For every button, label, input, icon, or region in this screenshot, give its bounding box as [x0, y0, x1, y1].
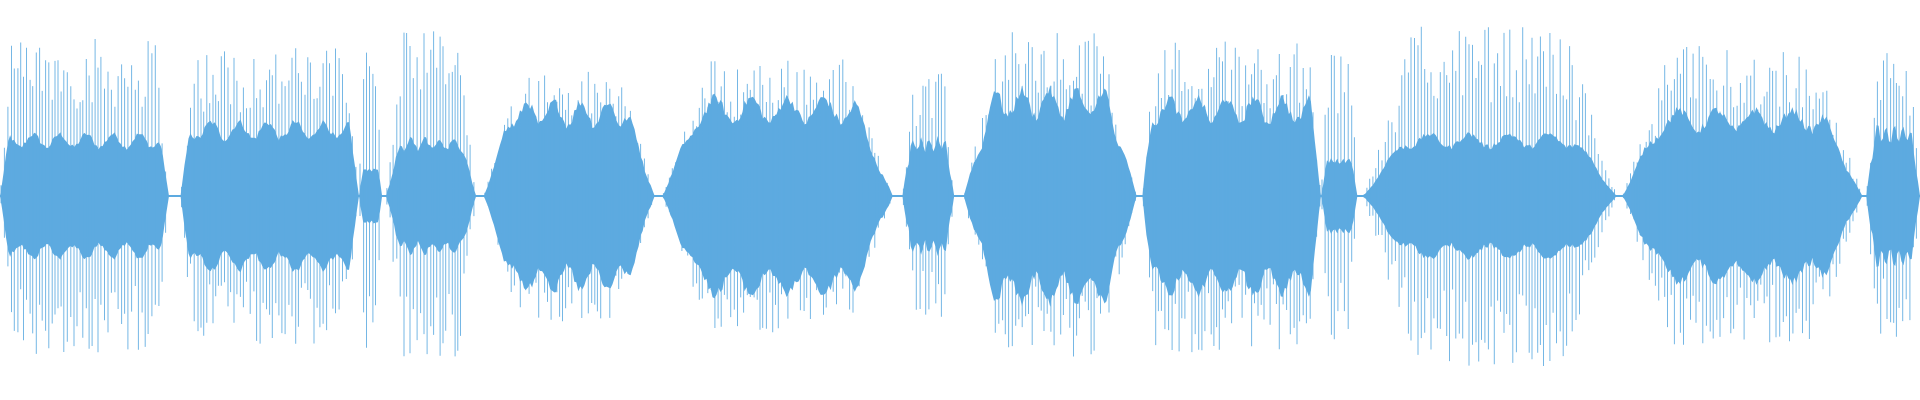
waveform-segment [1321, 55, 1358, 340]
waveform-spikes [181, 48, 357, 344]
waveform-core [483, 99, 655, 293]
waveform-spikes [359, 52, 380, 348]
waveform-layer [0, 26, 1920, 366]
waveform-segment [1142, 41, 1321, 353]
waveform-segment [359, 52, 383, 348]
waveform-spikes [1622, 46, 1861, 345]
waveform-segment [483, 71, 655, 322]
waveform-segment [963, 32, 1137, 357]
waveform-core [662, 93, 893, 299]
waveform-segment [180, 48, 359, 344]
waveform-segment [1866, 53, 1920, 337]
waveform-segment [385, 31, 477, 357]
waveform-core [1363, 132, 1617, 260]
waveform-segment [662, 59, 893, 333]
waveform-core [963, 85, 1137, 307]
waveform-core [902, 136, 955, 256]
waveform-segment [1363, 26, 1617, 366]
waveform-segment [1622, 46, 1863, 345]
waveform-spikes [386, 31, 475, 357]
waveform-core [0, 132, 169, 260]
waveform-spikes [484, 71, 653, 322]
waveform-spikes [1363, 26, 1615, 366]
waveform-spikes [0, 39, 167, 354]
waveform-segment [902, 73, 955, 317]
waveform-spikes [662, 59, 891, 333]
waveform-core [359, 168, 383, 224]
waveform-spikes [1321, 55, 1355, 340]
waveform-segment [0, 39, 169, 354]
waveform-spikes [1142, 41, 1321, 353]
waveform-spikes [902, 73, 953, 317]
waveform-spikes [964, 32, 1136, 357]
waveform-spikes [1866, 53, 1917, 337]
